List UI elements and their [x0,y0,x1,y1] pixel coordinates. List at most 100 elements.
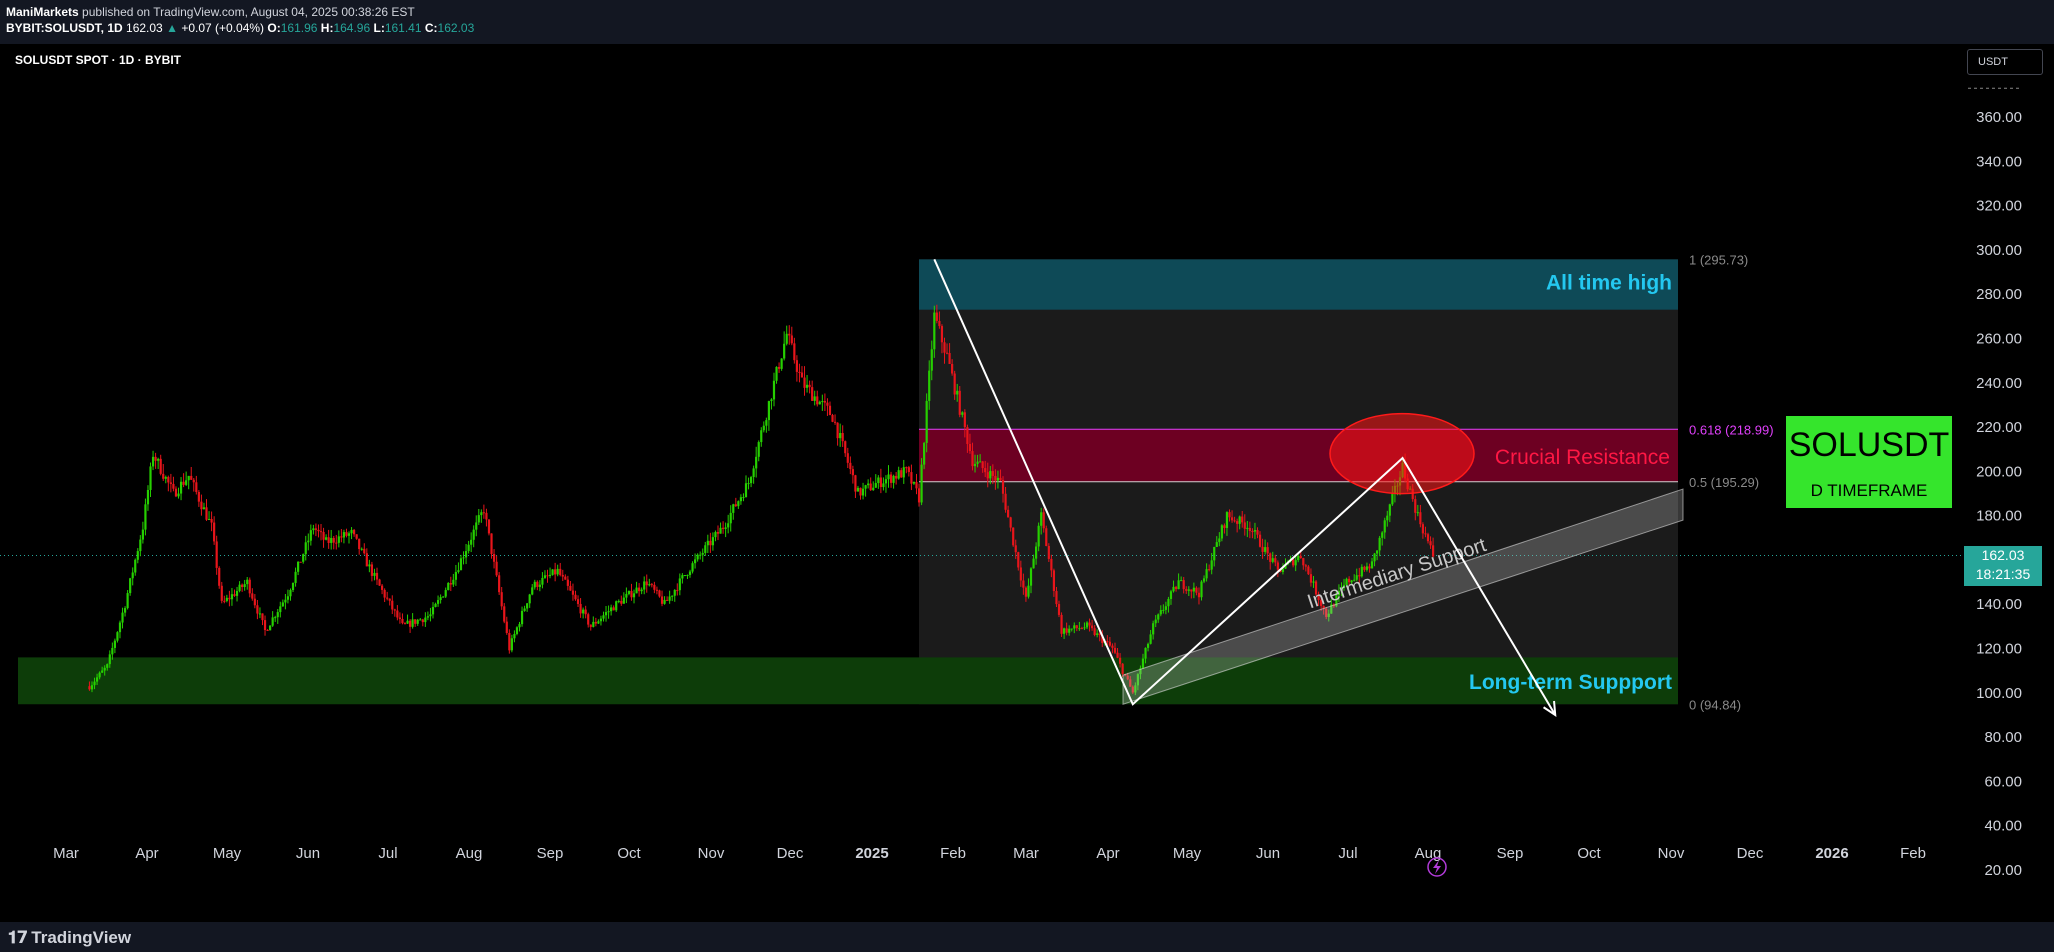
candle [1271,551,1274,564]
label-long-term-support: Long-term Suppport [1469,671,1672,694]
candle [602,611,605,622]
candle [1050,554,1053,578]
publish-header: ManiMarkets published on TradingView.com… [0,0,2054,44]
candle [487,519,491,536]
candle [335,534,338,550]
candle [228,590,231,607]
candle [1223,523,1226,534]
candle [164,475,167,484]
label-all-time-high: All time high [1546,271,1672,294]
candle [1416,504,1419,517]
candle [1195,586,1198,596]
candle [1228,509,1231,522]
zone-crucial-resistance[interactable] [919,429,1678,482]
x-tick-label: 2025 [855,845,888,862]
candle [518,621,521,632]
candle [1037,522,1040,552]
chart-area[interactable]: SOLUSDT SPOT · 1D · BYBIT 360.00 340.00 32… [0,44,2054,922]
candle [716,525,720,541]
candle [953,370,956,400]
flash-icon[interactable] [1427,857,1447,877]
candle [134,558,137,576]
candle [190,466,193,480]
candle [144,498,147,536]
currency-button[interactable]: USDT [1967,49,2043,75]
candle [136,548,139,564]
x-tick-label: May [213,845,242,862]
candle [342,529,346,544]
resistance-ellipse[interactable] [1329,412,1475,495]
candle [202,502,206,510]
candle [991,464,994,485]
candle [831,413,834,423]
candle [416,618,419,626]
y-tick-label: 80.00 [1984,729,2022,746]
candle [671,595,674,602]
candle [1083,622,1086,631]
candle [256,600,259,620]
candle [1152,620,1155,640]
candle [1297,553,1300,563]
candle [121,607,124,629]
candle [149,462,152,498]
candle [762,421,765,433]
candle [1274,554,1277,567]
candle [225,594,228,603]
candle [355,534,358,540]
candle [604,605,608,622]
candle [668,590,671,604]
candle [666,596,669,601]
candle [90,681,94,693]
publisher-name[interactable]: ManiMarkets [6,5,79,19]
candle [648,578,651,587]
candle [467,540,470,554]
candle [1348,576,1351,587]
candle [447,582,450,591]
x-tick-label: Jun [296,845,320,862]
candle [856,485,860,492]
projection-path[interactable] [933,258,1557,716]
candle [1192,582,1195,599]
candle [910,464,913,491]
zone-all-time-high[interactable] [919,259,1678,310]
candle [172,476,175,492]
candle [907,465,910,477]
candle [1172,580,1175,593]
candle [1208,564,1211,572]
candle [386,591,389,601]
candle [470,532,473,553]
intermediary-support-channel[interactable] [1122,488,1684,705]
tradingview-logo[interactable]: 𝟏𝟳 TradingView [8,928,131,948]
candle [615,600,618,612]
candle [803,366,806,396]
candle [498,572,501,595]
candle [752,465,755,484]
candle [541,572,544,589]
candle [1368,563,1371,573]
candle [1325,607,1328,620]
candle [887,465,890,488]
y-tick-label: 280.00 [1976,286,2022,303]
candle [1345,577,1348,588]
candle [805,375,809,393]
candle [678,573,681,596]
candle [380,583,384,595]
candle [251,588,254,601]
zone-long-term-support[interactable] [18,657,1678,705]
candle [836,422,839,446]
price-chart[interactable]: SOLUSDT SPOT · 1D · BYBIT 360.00 340.00 32… [0,44,2054,922]
candle [683,575,687,577]
fib-level-label: 1 (295.73) [1689,252,1748,267]
x-tick-label: Oct [617,845,641,862]
candle [841,425,844,447]
candle [421,618,424,627]
candle [1414,495,1417,521]
candle [559,562,562,577]
candle [505,616,508,635]
candle [426,611,429,621]
candle [1388,503,1391,523]
candle [749,475,753,488]
x-tick-label: Dec [1737,845,1764,862]
candle [492,549,496,569]
candle [444,587,447,599]
